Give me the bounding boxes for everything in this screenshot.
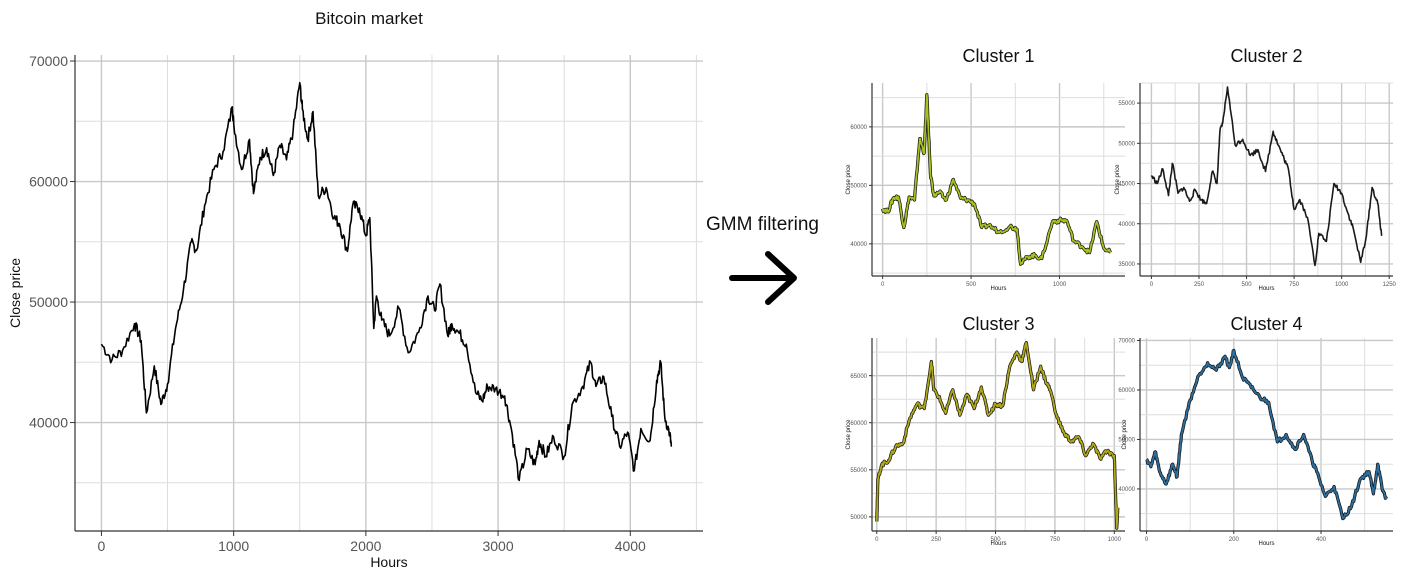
x-tick-label: 500 bbox=[966, 282, 977, 288]
gmm-filtering-label: GMM filtering bbox=[706, 214, 819, 235]
x-axis-label: Hours bbox=[370, 554, 407, 570]
chart-panel-4: 0 200 400 40000 50000 60000 70000 Cluster 4 Hour… bbox=[1118, 314, 1393, 547]
y-tick-label: 40000 bbox=[1118, 487, 1135, 493]
y-tick-label: 50000 bbox=[850, 515, 867, 521]
y-tick-label: 60000 bbox=[1118, 388, 1135, 394]
series-line bbox=[875, 341, 1119, 530]
x-axis-label: Hours bbox=[1258, 541, 1274, 547]
series-line-outline bbox=[875, 341, 1120, 530]
chart-title: Cluster 3 bbox=[962, 314, 1034, 334]
x-tick-label: 0 bbox=[98, 538, 106, 554]
y-tick-label: 55000 bbox=[850, 468, 867, 474]
series-line-outline bbox=[1145, 348, 1388, 521]
chart-title: Cluster 1 bbox=[962, 46, 1034, 66]
chart-panel-1: 0 500 1000 40000 50000 60000 Cluster 1 Hours Clo… bbox=[846, 46, 1125, 292]
x-tick-label: 1250 bbox=[1383, 282, 1397, 288]
y-axis-label: Close price bbox=[1122, 419, 1128, 450]
y-tick-label: 50000 bbox=[29, 294, 68, 310]
chart-title: Bitcoin market bbox=[315, 9, 423, 28]
series-line bbox=[1145, 349, 1388, 520]
x-tick-label: 0 bbox=[1145, 537, 1149, 543]
x-tick-label: 500 bbox=[1242, 282, 1253, 288]
chart-panel-3: 0 250 500 750 1000 50000 55000 60000 65000 Cluste… bbox=[846, 314, 1125, 547]
x-tick-label: 1000 bbox=[1335, 282, 1349, 288]
y-tick-label: 55000 bbox=[1118, 101, 1135, 107]
y-tick-label: 60000 bbox=[29, 173, 68, 189]
series-line bbox=[1150, 86, 1383, 267]
x-tick-label: 250 bbox=[1194, 282, 1205, 288]
x-tick-label: 1000 bbox=[1053, 282, 1067, 288]
x-tick-label: 1000 bbox=[1108, 537, 1122, 543]
x-tick-label: 0 bbox=[875, 537, 879, 543]
y-tick-label: 50000 bbox=[1118, 141, 1135, 147]
x-tick-label: 0 bbox=[881, 282, 885, 288]
x-tick-label: 750 bbox=[1289, 282, 1300, 288]
x-tick-label: 200 bbox=[1229, 537, 1240, 543]
x-tick-label: 1000 bbox=[218, 538, 249, 554]
x-tick-label: 3000 bbox=[482, 538, 513, 554]
y-tick-label: 60000 bbox=[850, 421, 867, 427]
x-axis-label: Hours bbox=[990, 541, 1006, 547]
y-axis-label: Close price bbox=[846, 419, 852, 450]
x-tick-label: 4000 bbox=[615, 538, 646, 554]
x-tick-label: 0 bbox=[1150, 282, 1154, 288]
x-tick-label: 250 bbox=[931, 537, 942, 543]
y-axis-label: Close price bbox=[846, 164, 852, 195]
y-axis-label: Close price bbox=[1115, 164, 1121, 195]
x-tick-label: 750 bbox=[1050, 537, 1061, 543]
y-tick-label: 40000 bbox=[29, 414, 68, 430]
chart-panel-0: 0 1000 2000 3000 4000 40000 50000 60000 70000 Bit… bbox=[7, 9, 703, 570]
y-tick-label: 35000 bbox=[1118, 262, 1135, 268]
y-tick-label: 60000 bbox=[850, 125, 867, 131]
y-tick-label: 40000 bbox=[1118, 222, 1135, 228]
x-tick-label: 400 bbox=[1316, 537, 1327, 543]
right-arrow-icon bbox=[729, 251, 797, 305]
y-tick-label: 50000 bbox=[1118, 438, 1135, 444]
y-tick-label: 70000 bbox=[29, 53, 68, 69]
y-tick-label: 50000 bbox=[850, 183, 867, 189]
series-line bbox=[100, 81, 673, 482]
x-axis-label: Hours bbox=[990, 286, 1006, 292]
y-tick-label: 45000 bbox=[1118, 182, 1135, 188]
x-tick-label: 2000 bbox=[350, 538, 381, 554]
y-axis-label: Close price bbox=[7, 258, 23, 328]
chart-title: Cluster 4 bbox=[1230, 314, 1302, 334]
x-axis-label: Hours bbox=[1258, 286, 1274, 292]
chart-panel-2: 0 250 500 750 1000 1250 35000 40000 45000 50000 55… bbox=[1115, 46, 1397, 292]
y-tick-label: 65000 bbox=[850, 374, 867, 380]
x-tick-label: 500 bbox=[991, 537, 1002, 543]
y-tick-label: 40000 bbox=[850, 242, 867, 248]
y-tick-label: 70000 bbox=[1118, 339, 1135, 345]
chart-title: Cluster 2 bbox=[1230, 46, 1302, 66]
series-line bbox=[881, 93, 1112, 266]
